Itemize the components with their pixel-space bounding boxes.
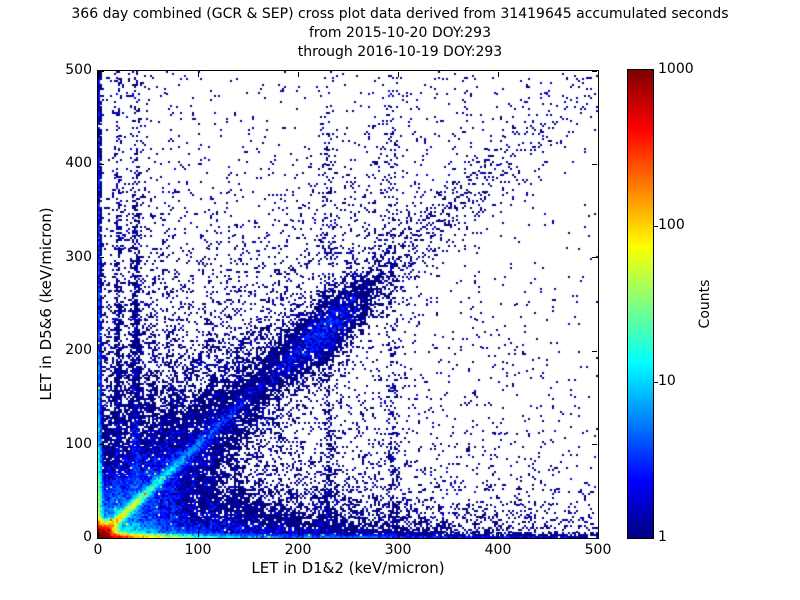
x-tick-mark [397,532,399,537]
y-tick-label: 300 [65,248,92,265]
x-tick-mark-top [97,72,99,77]
colorbar-tick-label: 10 [658,373,676,389]
y-tick-label: 400 [65,155,92,172]
y-tick-mark [99,163,104,165]
y-tick-mark [99,350,104,352]
y-tick-mark-right [592,163,597,165]
plot-frame [97,70,599,539]
colorbar-label: Counts [697,279,713,329]
y-tick-mark-right [592,257,597,259]
y-tick-mark-right [592,350,597,352]
y-tick-mark [99,70,104,72]
y-tick-mark [99,257,104,259]
x-tick-label: 400 [484,542,512,558]
y-tick-mark-right [592,537,597,539]
x-tick-mark [597,532,599,537]
colorbar-tick-mark [653,381,658,383]
x-tick-mark [497,532,499,537]
y-tick-mark-right [592,444,597,446]
colorbar-tick-label: 1000 [658,61,694,77]
x-tick-mark-top [597,72,599,77]
y-tick-label: 500 [65,62,92,78]
y-axis-label: LET in D5&6 (keV/micron) [37,207,55,401]
x-tick-mark-top [197,72,199,77]
x-tick-label: 500 [584,542,612,558]
colorbar-gradient [628,70,653,538]
x-tick-mark [197,532,199,537]
y-tick-label: 0 [83,529,92,545]
x-axis-label: LET in D1&2 (keV/micron) [251,559,445,577]
x-tick-mark-top [297,72,299,77]
chart-title-line1: 366 day combined (GCR & SEP) cross plot … [71,6,729,22]
x-tick-mark [97,532,99,537]
chart-title-line2: from 2015-10-20 DOY:293 [308,25,491,41]
x-tick-label: 200 [284,542,312,558]
colorbar-frame [627,69,654,539]
y-tick-label: 100 [65,435,92,452]
x-tick-mark-top [397,72,399,77]
y-tick-mark [99,537,104,539]
chart-title-line3: through 2016-10-19 DOY:293 [297,44,503,60]
scatter-plot-canvas [98,71,598,538]
colorbar-tick-label: 100 [658,217,685,233]
y-tick-mark [99,444,104,446]
x-tick-mark [297,532,299,537]
y-tick-label: 200 [65,342,92,359]
chart-title: 366 day combined (GCR & SEP) cross plot … [0,5,800,62]
x-tick-label: 300 [384,542,412,558]
colorbar-tick-mark [653,225,658,227]
x-tick-mark-top [497,72,499,77]
x-tick-label: 100 [184,542,212,558]
y-tick-mark-right [592,70,597,72]
colorbar-tick-label: 1 [658,529,667,545]
x-tick-label: 0 [93,542,103,558]
